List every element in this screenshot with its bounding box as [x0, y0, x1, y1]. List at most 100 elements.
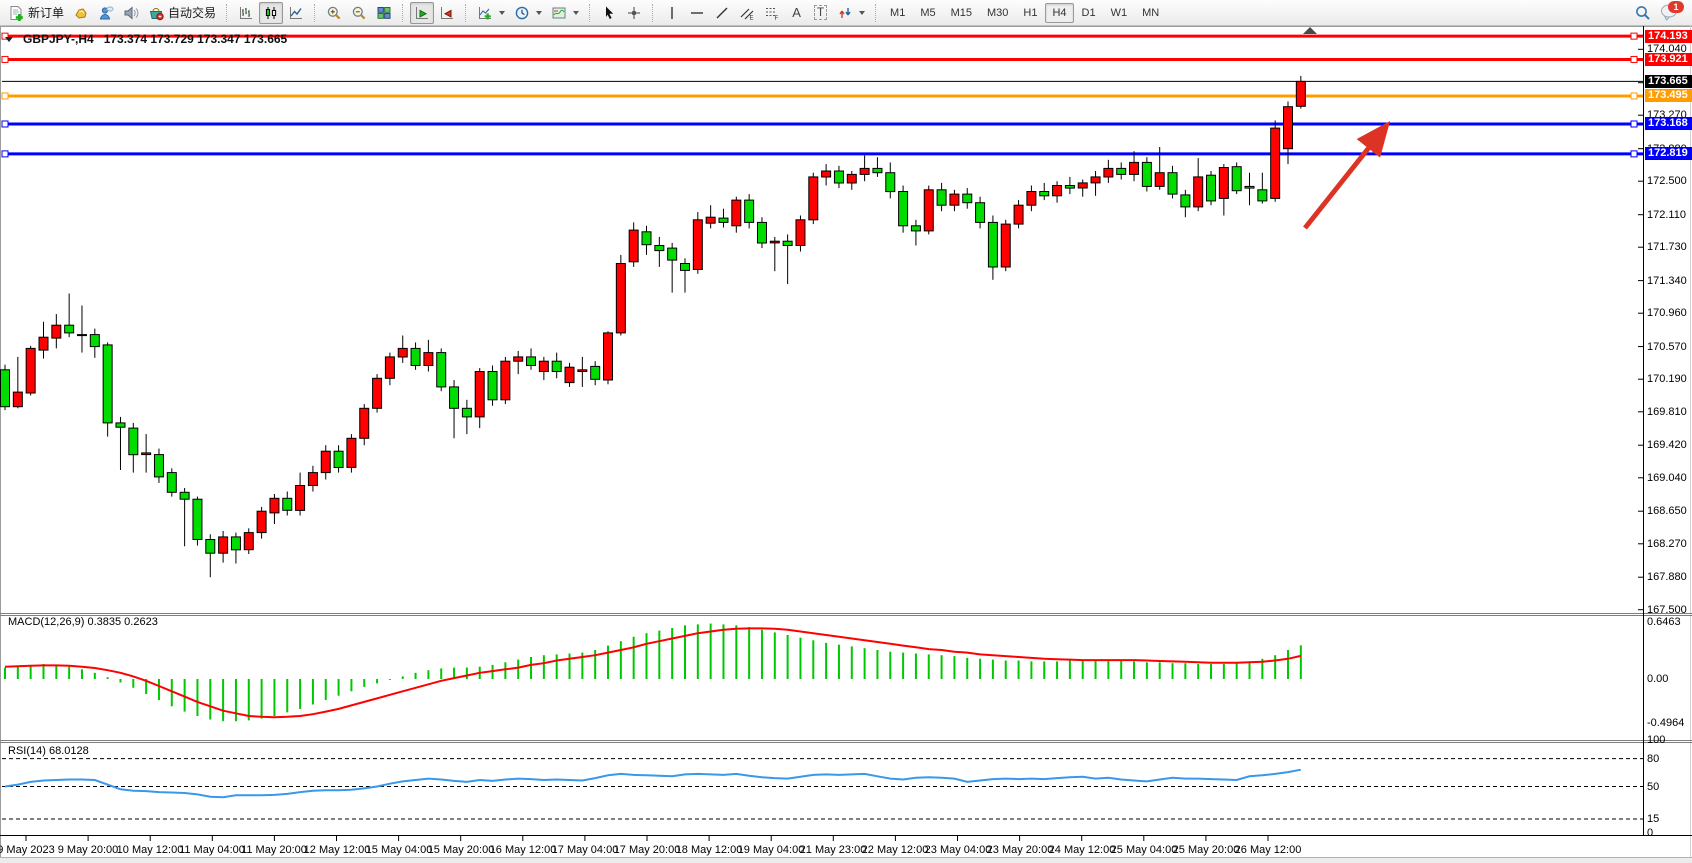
svg-text:E: E: [750, 15, 754, 21]
price-tick-label: 170.190: [1647, 373, 1687, 385]
cursor-button[interactable]: [597, 2, 621, 24]
text-label-tool-button[interactable]: T: [809, 2, 832, 24]
timeframe-D1[interactable]: D1: [1075, 3, 1103, 23]
toolbar-separator: [652, 3, 654, 22]
equidistant-channel-button[interactable]: E: [735, 2, 759, 24]
new-order-icon: [10, 5, 23, 21]
search-icon[interactable]: [1634, 4, 1652, 22]
time-axis-label: 11 May 04:00: [179, 844, 245, 856]
arrows-tool-icon: [839, 7, 851, 18]
chart-shift-marker[interactable]: [1303, 27, 1317, 34]
auto-scroll-button[interactable]: [410, 1, 435, 24]
macd-signal-line: [4, 627, 1302, 719]
timeframe-W1[interactable]: W1: [1104, 3, 1135, 23]
templates-button[interactable]: [547, 2, 583, 24]
toolbar-right-group: 1: [1634, 0, 1688, 23]
new-order-label: 新订单: [28, 6, 65, 20]
price-tick-label: 174.040: [1647, 43, 1687, 55]
crosshair-icon: [628, 6, 641, 19]
zoom-in-button[interactable]: [322, 2, 346, 24]
notification-badge: 1: [1668, 0, 1684, 13]
pane-splitters[interactable]: [0, 613, 1692, 743]
text-tool-button[interactable]: A: [785, 2, 808, 24]
macd-tick-label: 0.6463: [1647, 616, 1681, 628]
line-chart-button[interactable]: [284, 2, 308, 24]
price-level-badge: 173.665: [1645, 75, 1692, 88]
notifications-button[interactable]: 1: [1660, 0, 1684, 23]
timeframe-M30[interactable]: M30: [980, 3, 1015, 23]
dropdown-arrow-icon: [499, 10, 506, 15]
time-axis-label: 15 May 04:00: [365, 844, 433, 856]
price-tick-label: 168.650: [1647, 505, 1687, 517]
time-axis-label: 12 May 12:00: [303, 844, 371, 856]
fibonacci-icon: F: [766, 7, 779, 21]
deposit-button[interactable]: [69, 2, 93, 24]
rsi-label: RSI(14) 68.0128: [8, 745, 89, 757]
bar-chart-button[interactable]: [234, 2, 258, 24]
dropdown-arrow-icon: [859, 10, 866, 15]
chart-shift-icon: [441, 6, 454, 19]
symbol-title: GBPJPY-,H4: [23, 32, 94, 46]
channel-icon: E: [740, 8, 754, 21]
tile-windows-button[interactable]: [372, 2, 396, 24]
vertical-line-button[interactable]: [660, 2, 684, 24]
macd-tick-label: -0.4964: [1647, 717, 1685, 729]
price-tick-label: 170.570: [1647, 341, 1687, 353]
trendline-button[interactable]: [710, 2, 734, 24]
news-button[interactable]: [119, 2, 143, 24]
timeframe-M15[interactable]: M15: [944, 3, 979, 23]
horizontal-line-button[interactable]: [685, 2, 709, 24]
text-label-icon: T: [813, 5, 828, 20]
mql5-community-button[interactable]: [94, 2, 118, 24]
horizontal-level-lines[interactable]: [1, 32, 1643, 158]
price-tick-label: 170.960: [1647, 307, 1687, 319]
trendline-icon: [716, 7, 728, 18]
window-borders: [0, 26, 1692, 863]
periods-button[interactable]: [510, 2, 546, 24]
arrows-tool-button[interactable]: [833, 2, 869, 24]
crosshair-button[interactable]: [622, 2, 646, 24]
price-level-badge: 173.168: [1645, 117, 1692, 130]
price-level-badge: 173.495: [1645, 89, 1692, 102]
one-click-trading-collapse-icon[interactable]: [5, 36, 13, 42]
gold-nugget-icon: [75, 7, 87, 19]
chart-canvas[interactable]: [0, 26, 1692, 863]
time-axis-label: 24 May 12:00: [1048, 844, 1116, 856]
timeframe-H1[interactable]: H1: [1016, 3, 1044, 23]
dropdown-arrow-icon: [536, 10, 543, 15]
timeframe-H4[interactable]: H4: [1045, 2, 1074, 23]
timeframe-M5[interactable]: M5: [913, 3, 942, 23]
indicators-icon: [479, 6, 492, 19]
ohlc-values: 173.374 173.729 173.347 173.665: [103, 32, 288, 46]
price-tick-label: 168.270: [1647, 538, 1687, 550]
timeframe-M1[interactable]: M1: [883, 3, 912, 23]
price-level-badge: 173.921: [1645, 53, 1692, 66]
candlesticks: [0, 75, 1306, 578]
time-axis-label: 10 May 12:00: [116, 844, 184, 856]
toolbar-separator: [465, 3, 467, 22]
new-order-button[interactable]: 新订单: [4, 2, 68, 24]
chart-shift-button[interactable]: [435, 2, 459, 24]
axis-lines: [0, 26, 1692, 841]
price-tick-label: 167.880: [1647, 571, 1687, 583]
time-axis-label: 17 May 04:00: [551, 844, 619, 856]
price-tick-label: 169.420: [1647, 439, 1687, 451]
trend-arrow-annotation[interactable]: [1303, 120, 1391, 230]
candlestick-chart-button[interactable]: [259, 1, 284, 24]
zoom-out-button[interactable]: [347, 2, 371, 24]
toolbar-separator: [226, 3, 228, 22]
time-axis-label: 22 May 12:00: [861, 844, 929, 856]
fibonacci-button[interactable]: F: [760, 2, 784, 24]
toolbar: 新订单: [0, 0, 1692, 26]
auto-scroll-icon: [416, 6, 429, 19]
indicators-button[interactable]: [473, 2, 509, 24]
timeframe-toolbar: M1 M5 M15 M30 H1 H4 D1 W1 MN: [883, 2, 1166, 23]
community-person-icon: [99, 6, 114, 19]
price-tick-label: 171.340: [1647, 275, 1687, 287]
candlestick-icon: [265, 6, 277, 19]
horizontal-line-icon: [691, 11, 704, 14]
auto-trading-button[interactable]: 自动交易: [144, 2, 220, 24]
timeframe-MN[interactable]: MN: [1135, 3, 1166, 23]
chart-window: GBPJPY-,H4 173.374 173.729 173.347 173.6…: [0, 26, 1692, 863]
